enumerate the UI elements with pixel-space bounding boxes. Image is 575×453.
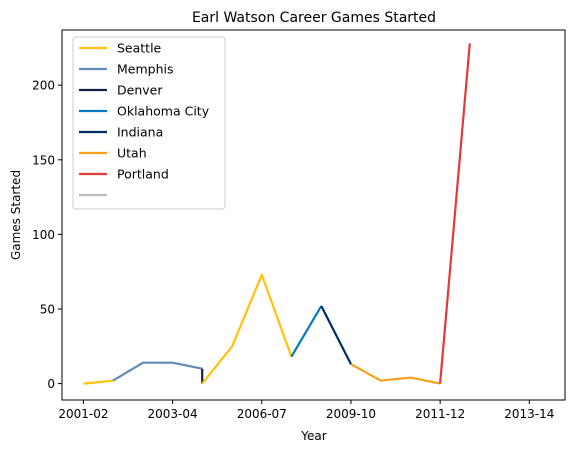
legend-label: Memphis [117, 62, 174, 77]
legend: Seattle Memphis Denver Oklahoma City Indiana… [72, 36, 226, 210]
legend-label: Denver [117, 83, 163, 98]
legend-label: Indiana [117, 125, 163, 140]
legend-label: Utah [117, 146, 147, 161]
legend-box [72, 36, 226, 210]
y-tick-label: 200 [32, 79, 55, 93]
y-axis-ticks: 0 50 100 150 200 [32, 79, 62, 391]
y-tick-label: 100 [32, 228, 55, 242]
chart-title: Earl Watson Career Games Started [192, 10, 436, 26]
x-tick-label: 2006-07 [237, 407, 287, 421]
series-line-seattle-0 [83, 379, 114, 385]
series-line-oklahoma-city-4 [290, 305, 323, 358]
series-line-indiana-5 [320, 305, 352, 365]
legend-label: Oklahoma City [117, 104, 210, 119]
x-tick-label: 2013-14 [504, 407, 554, 421]
series-line-memphis-1 [112, 361, 203, 382]
series-line-utah-6 [350, 363, 441, 385]
x-tick-label: 2001-02 [58, 407, 108, 421]
y-tick-label: 50 [40, 302, 55, 316]
series-line-seattle-3 [201, 273, 293, 385]
series-layer [83, 43, 471, 385]
x-axis-ticks: 2001-02 2003-04 2006-07 2009-10 2011-12 2013-… [58, 400, 554, 421]
x-tick-label: 2011-12 [415, 407, 465, 421]
legend-label: Portland [117, 167, 169, 182]
y-axis-label: Games Started [9, 170, 23, 260]
x-tick-label: 2003-04 [148, 407, 198, 421]
series-line-portland-7 [439, 43, 471, 384]
x-tick-label: 2009-10 [326, 407, 376, 421]
y-tick-label: 150 [32, 153, 55, 167]
x-axis-label: Year [300, 429, 326, 443]
legend-label: Seattle [117, 41, 162, 56]
y-tick-label: 0 [47, 377, 55, 391]
